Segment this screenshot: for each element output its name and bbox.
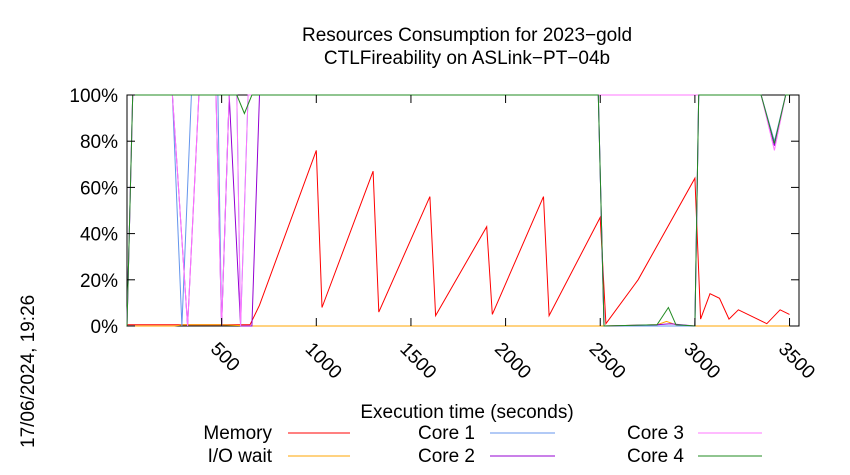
legend-label: Core 1 xyxy=(418,423,475,444)
y-tick-label: 60% xyxy=(80,178,118,199)
y-tick-label: 100% xyxy=(69,86,118,107)
series-line-core-2 xyxy=(126,94,790,327)
y-tick-label: 80% xyxy=(80,132,118,153)
series-line-core-4 xyxy=(126,94,790,327)
chart-title: Resources Consumption for 2023−gold xyxy=(302,25,632,46)
timestamp: 17/06/2024, 19:26 xyxy=(18,295,39,448)
series-line-core-1 xyxy=(126,94,790,327)
legend-label: Memory xyxy=(203,423,272,444)
legend-label: Core 4 xyxy=(627,446,684,467)
x-tick-label: 2000 xyxy=(490,339,535,384)
x-tick-label: 1000 xyxy=(301,339,346,384)
y-tick-label: 0% xyxy=(91,317,119,338)
chart-subtitle: CTLFireability on ASLink−PT−04b xyxy=(324,48,610,69)
y-tick-label: 20% xyxy=(80,271,118,292)
x-tick-label: 3000 xyxy=(679,339,724,384)
legend-label: Core 3 xyxy=(627,423,684,444)
legend-label: Core 2 xyxy=(418,446,475,467)
series-layer xyxy=(126,94,790,327)
x-tick-label: 500 xyxy=(206,339,243,376)
x-tick-label: 2500 xyxy=(585,339,630,384)
x-axis-label: Execution time (seconds) xyxy=(360,402,573,423)
x-tick-label: 1500 xyxy=(395,339,440,384)
y-axis-ticks: 0% 20% 40% 60% 80% 100% xyxy=(69,86,799,338)
x-axis-ticks: 500 1000 1500 2000 2500 3000 3500 xyxy=(206,95,819,383)
legend-label: I/O wait xyxy=(208,446,273,467)
series-line-core-3 xyxy=(126,94,790,327)
y-tick-label: 40% xyxy=(80,225,118,246)
x-tick-label: 3500 xyxy=(774,339,819,384)
